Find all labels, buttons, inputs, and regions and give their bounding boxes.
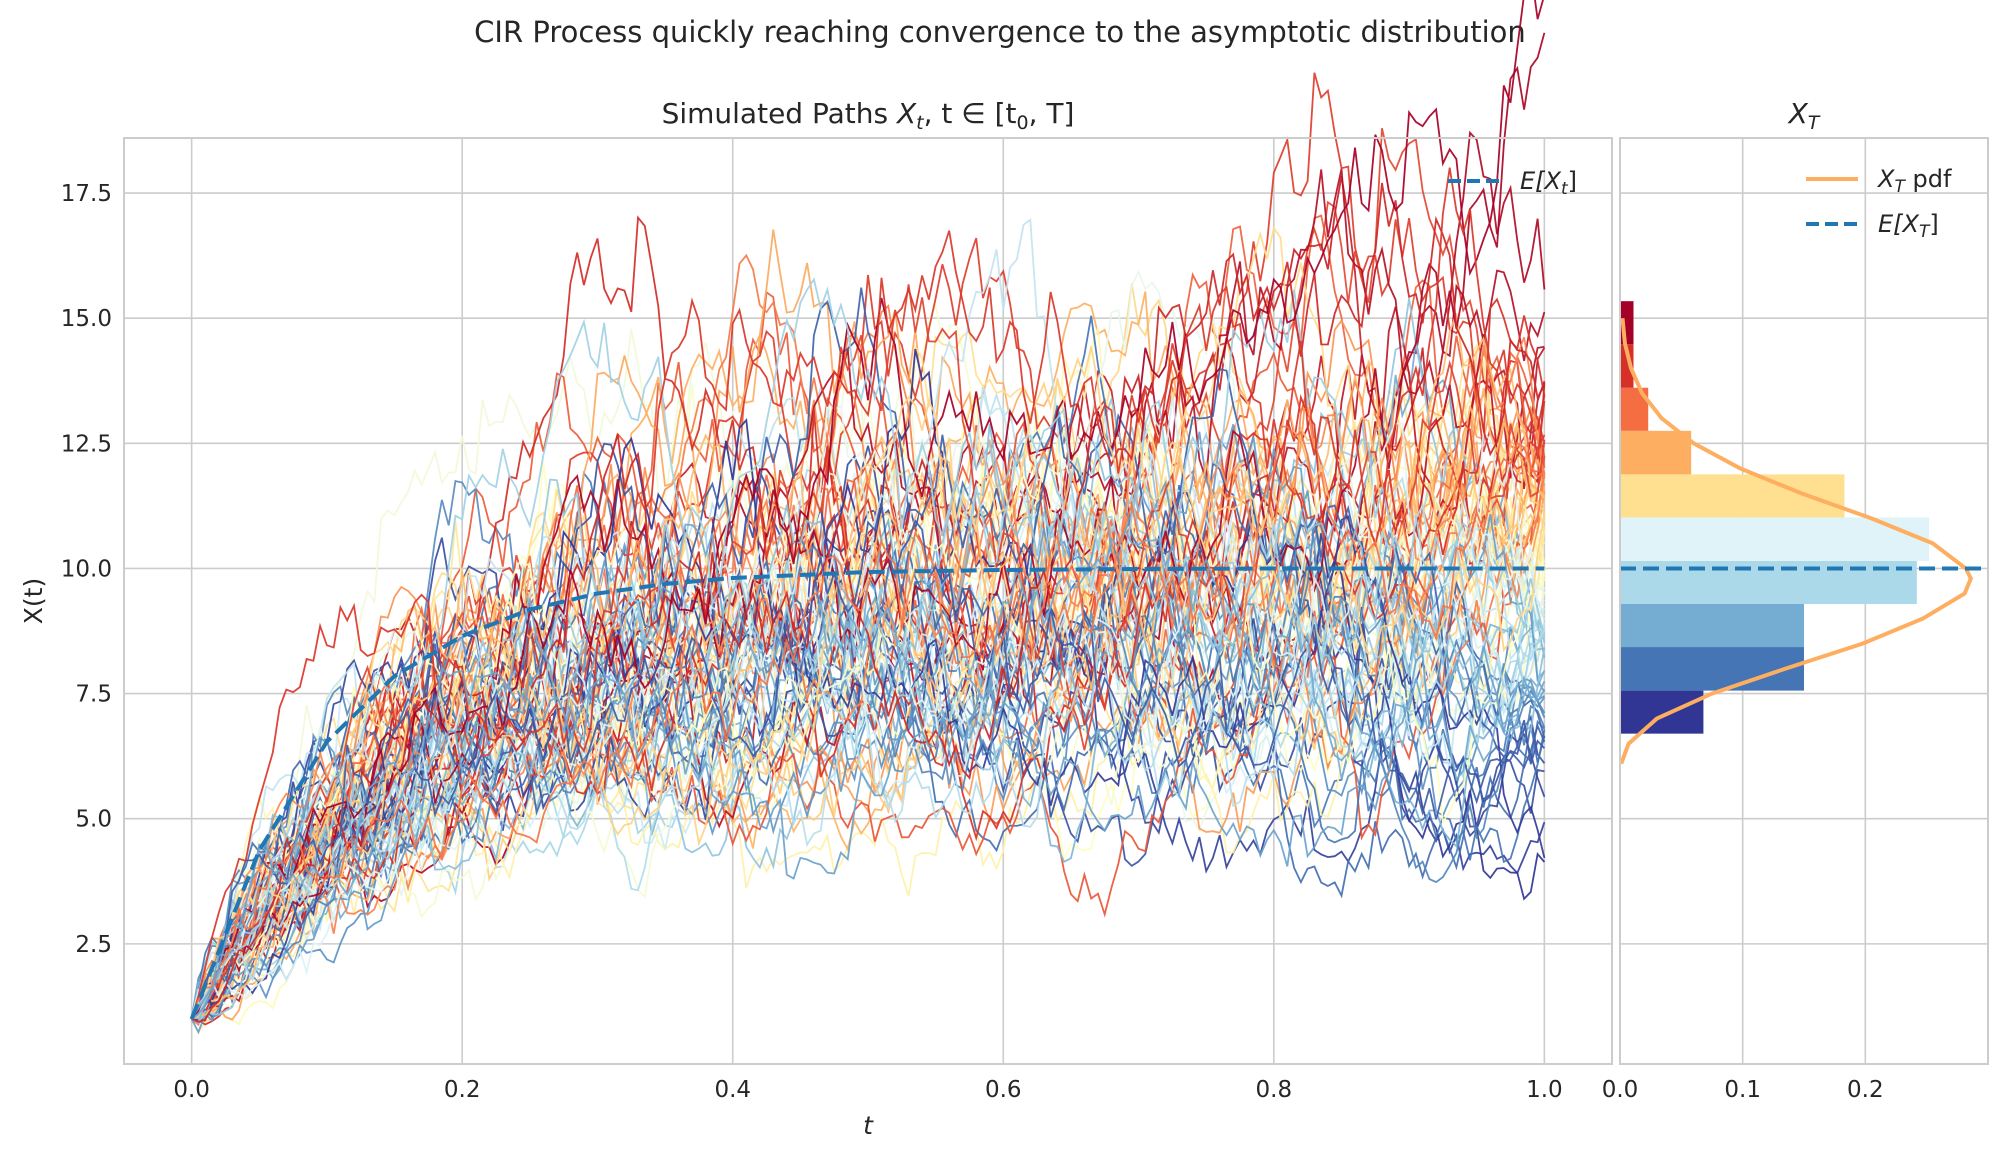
simulated-path: [190, 0, 1544, 1020]
legend-mean-label: E[Xt]: [1520, 167, 1577, 199]
mean-line-group: [189, 566, 1545, 1020]
simulated-path: [190, 515, 1546, 1020]
y-tick-label: 10.0: [61, 556, 112, 582]
x-axis-label: t: [863, 1111, 874, 1140]
y-tick-label: 2.5: [75, 932, 112, 958]
y-tick-label: 17.5: [61, 181, 112, 207]
simulated-paths: [190, 0, 1546, 1035]
left-panel-title-text: Simulated Paths Xt, t ∈ [t0, T]: [662, 97, 1075, 134]
left-panel-frame: [123, 137, 1613, 1065]
y-axis-label: X(t): [19, 578, 48, 624]
right-panel-title-text: XT: [1787, 97, 1821, 134]
histogram-bar: [1620, 690, 1704, 734]
simulated-path: [190, 491, 1546, 1020]
simulated-path: [190, 32, 1546, 1020]
right-panel-legend: XT pdf E[XT]: [1806, 165, 1952, 242]
right-panel-ticks: 0.0 0.1 0.2: [1602, 1077, 1884, 1103]
histogram-bar: [1620, 647, 1804, 691]
simulated-path: [190, 496, 1546, 1020]
simulated-path: [190, 490, 1545, 1020]
legend-pdf-label: XT pdf: [1876, 165, 1952, 197]
right-x-tick-label: 0.2: [1847, 1077, 1884, 1103]
simulated-path: [190, 167, 1546, 1020]
histogram-bar: [1620, 604, 1804, 648]
simulated-path: [190, 269, 1546, 1020]
simulated-path: [190, 425, 1546, 1020]
simulated-path: [191, 388, 1546, 1020]
y-tick-label: 12.5: [61, 431, 112, 457]
y-tick-label: 15.0: [61, 306, 112, 332]
figure-title: CIR Process quickly reaching convergence…: [474, 15, 1526, 49]
x-tick-label: 0.6: [985, 1077, 1022, 1103]
left-panel-ticks: 0.0 0.2 0.4 0.6 0.8 1.0 2.5 5.0 7.5 10.0 12.5 15.0 1…: [61, 181, 1563, 1103]
x-tick-label: 0.8: [1256, 1077, 1293, 1103]
simulated-path: [190, 346, 1546, 1020]
right-panel-frame: [1619, 137, 1989, 1065]
right-panel-title: XT: [1787, 97, 1821, 134]
simulated-path: [191, 629, 1546, 1020]
histogram-bar: [1620, 430, 1692, 475]
x-tick-label: 0.2: [444, 1077, 481, 1103]
simulated-path: [190, 277, 1546, 1020]
simulated-path: [190, 422, 1545, 1020]
histogram-bar: [1620, 517, 1930, 561]
simulated-path: [190, 502, 1546, 1020]
left-panel-legend: E[Xt]: [1448, 167, 1577, 199]
histogram-bars: [1620, 301, 1930, 734]
right-x-tick-label: 0.1: [1724, 1077, 1761, 1103]
simulated-path: [190, 430, 1545, 1020]
histogram-bar: [1620, 344, 1634, 388]
mean-line: [189, 566, 1545, 1020]
pdf-curve-group: [1619, 318, 1973, 765]
y-tick-label: 7.5: [75, 682, 112, 708]
simulated-path: [191, 645, 1546, 1020]
left-panel-title: Simulated Paths Xt, t ∈ [t0, T]: [662, 97, 1075, 134]
simulated-path: [191, 476, 1545, 1020]
simulated-path: [191, 182, 1546, 1023]
x-tick-label: 0.0: [173, 1077, 210, 1103]
y-tick-label: 5.0: [75, 807, 112, 833]
simulated-path: [191, 416, 1546, 1020]
legend-mean-label: E[XT]: [1878, 210, 1939, 242]
simulated-path: [190, 355, 1546, 1020]
simulated-path: [190, 336, 1546, 1020]
x-tick-label: 0.4: [714, 1077, 751, 1103]
simulated-path: [190, 523, 1546, 1020]
simulated-path: [191, 423, 1546, 1024]
x-tick-label: 1.0: [1526, 1077, 1563, 1103]
pdf-curve: [1619, 318, 1973, 765]
right-x-tick-label: 0.0: [1602, 1077, 1639, 1103]
simulated-path: [191, 429, 1546, 1025]
